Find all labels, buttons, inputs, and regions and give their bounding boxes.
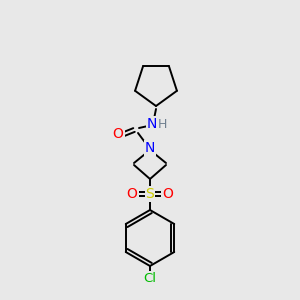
- Text: Cl: Cl: [143, 272, 157, 286]
- Text: S: S: [146, 187, 154, 201]
- Text: H: H: [157, 118, 167, 130]
- Text: N: N: [147, 117, 157, 131]
- Text: O: O: [163, 187, 173, 201]
- Text: O: O: [112, 127, 123, 141]
- Text: O: O: [127, 187, 137, 201]
- Text: N: N: [145, 141, 155, 155]
